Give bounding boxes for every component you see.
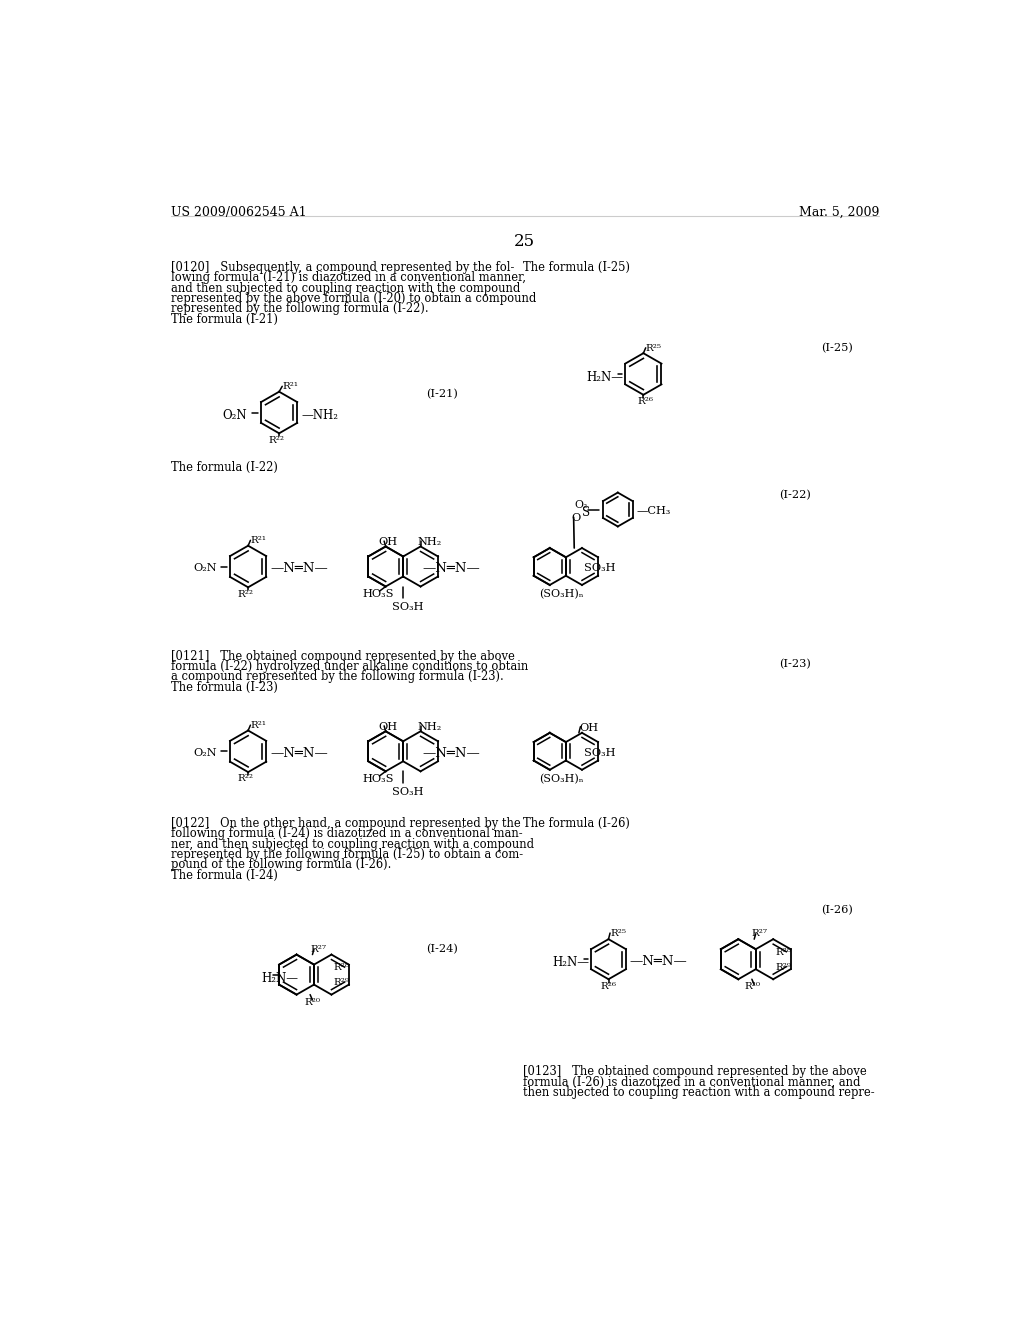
Text: NH₂: NH₂ bbox=[418, 722, 441, 733]
Text: SO₃H: SO₃H bbox=[585, 748, 615, 758]
Text: O₂: O₂ bbox=[574, 499, 588, 510]
Text: formula (I-22) hydrolyzed under alkaline conditions to obtain: formula (I-22) hydrolyzed under alkaline… bbox=[171, 660, 528, 673]
Text: The formula (I-26): The formula (I-26) bbox=[523, 817, 630, 830]
Text: represented by the following formula (I-22).: represented by the following formula (I-… bbox=[171, 302, 428, 315]
Text: (I-24): (I-24) bbox=[426, 944, 459, 954]
Text: H₂N—: H₂N— bbox=[553, 956, 590, 969]
Text: R²⁰: R²⁰ bbox=[304, 998, 321, 1007]
Text: (I-25): (I-25) bbox=[821, 343, 853, 354]
Text: R²⁸: R²⁸ bbox=[775, 948, 792, 957]
Text: R²¹: R²¹ bbox=[251, 721, 266, 730]
Text: and then subjected to coupling reaction with the compound: and then subjected to coupling reaction … bbox=[171, 281, 520, 294]
Text: O: O bbox=[571, 512, 581, 523]
Text: ner, and then subjected to coupling reaction with a compound: ner, and then subjected to coupling reac… bbox=[171, 838, 534, 850]
Text: [0123]   The obtained compound represented by the above: [0123] The obtained compound represented… bbox=[523, 1065, 867, 1078]
Text: R²⁹: R²⁹ bbox=[775, 964, 792, 972]
Text: pound of the following formula (I-26).: pound of the following formula (I-26). bbox=[171, 858, 391, 871]
Text: R²⁵: R²⁵ bbox=[646, 345, 662, 352]
Text: R²⁶: R²⁶ bbox=[601, 982, 616, 991]
Text: The formula (I-21): The formula (I-21) bbox=[171, 313, 278, 326]
Text: O₂N: O₂N bbox=[222, 409, 247, 422]
Text: R²²: R²² bbox=[238, 590, 253, 598]
Text: —N═N—: —N═N— bbox=[630, 954, 687, 968]
Text: following formula (I-24) is diazotized in a conventional man-: following formula (I-24) is diazotized i… bbox=[171, 828, 522, 840]
Text: 25: 25 bbox=[514, 234, 536, 249]
Text: OH: OH bbox=[378, 537, 397, 548]
Text: a compound represented by the following formula (I-23).: a compound represented by the following … bbox=[171, 671, 504, 684]
Text: HO₃S: HO₃S bbox=[362, 774, 394, 784]
Text: R²¹: R²¹ bbox=[251, 536, 266, 545]
Text: (I-26): (I-26) bbox=[821, 906, 853, 916]
Text: O₂N: O₂N bbox=[194, 564, 217, 573]
Text: then subjected to coupling reaction with a compound repre-: then subjected to coupling reaction with… bbox=[523, 1086, 874, 1100]
Text: (SO₃H)ₙ: (SO₃H)ₙ bbox=[539, 589, 584, 599]
Text: OH: OH bbox=[579, 723, 598, 733]
Text: The formula (I-24): The formula (I-24) bbox=[171, 869, 278, 882]
Text: R²⁷: R²⁷ bbox=[310, 945, 326, 953]
Text: —N═N—: —N═N— bbox=[422, 562, 480, 576]
Text: HO₃S: HO₃S bbox=[362, 589, 394, 599]
Text: H₂N—: H₂N— bbox=[587, 371, 624, 384]
Text: US 2009/0062545 A1: US 2009/0062545 A1 bbox=[171, 206, 306, 219]
Text: (I-23): (I-23) bbox=[779, 659, 811, 669]
Text: represented by the following formula (I-25) to obtain a com-: represented by the following formula (I-… bbox=[171, 847, 522, 861]
Text: represented by the above formula (I-20) to obtain a compound: represented by the above formula (I-20) … bbox=[171, 292, 536, 305]
Text: SO₃H: SO₃H bbox=[392, 602, 424, 612]
Text: Mar. 5, 2009: Mar. 5, 2009 bbox=[799, 206, 879, 219]
Text: (SO₃H)ₙ: (SO₃H)ₙ bbox=[539, 774, 584, 784]
Text: The formula (I-23): The formula (I-23) bbox=[171, 681, 278, 694]
Text: The formula (I-25): The formula (I-25) bbox=[523, 261, 630, 273]
Text: NH₂: NH₂ bbox=[418, 537, 441, 548]
Text: R²⁹: R²⁹ bbox=[334, 978, 350, 987]
Text: OH: OH bbox=[378, 722, 397, 733]
Text: H₂N—: H₂N— bbox=[261, 972, 298, 985]
Text: (I-22): (I-22) bbox=[779, 490, 811, 500]
Text: [0121]   The obtained compound represented by the above: [0121] The obtained compound represented… bbox=[171, 649, 514, 663]
Text: —NH₂: —NH₂ bbox=[302, 409, 339, 422]
Text: —N═N—: —N═N— bbox=[270, 562, 329, 576]
Text: —N═N—: —N═N— bbox=[270, 747, 329, 760]
Text: R²⁶: R²⁶ bbox=[637, 397, 653, 407]
Text: [0122]   On the other hand, a compound represented by the: [0122] On the other hand, a compound rep… bbox=[171, 817, 520, 830]
Text: —CH₃: —CH₃ bbox=[636, 507, 671, 516]
Text: R²⁰: R²⁰ bbox=[744, 982, 761, 991]
Text: SO₃H: SO₃H bbox=[585, 564, 615, 573]
Text: S: S bbox=[583, 507, 590, 520]
Text: O₂N: O₂N bbox=[194, 748, 217, 758]
Text: SO₃H: SO₃H bbox=[392, 787, 424, 797]
Text: R²²: R²² bbox=[268, 436, 285, 445]
Text: The formula (I-22): The formula (I-22) bbox=[171, 461, 278, 474]
Text: R²²: R²² bbox=[238, 775, 253, 783]
Text: (I-21): (I-21) bbox=[426, 389, 459, 400]
Text: R²¹: R²¹ bbox=[283, 383, 298, 392]
Text: [0120]   Subsequently, a compound represented by the fol-: [0120] Subsequently, a compound represen… bbox=[171, 261, 514, 273]
Text: —N═N—: —N═N— bbox=[422, 747, 480, 760]
Text: lowing formula (I-21) is diazotized in a conventional manner,: lowing formula (I-21) is diazotized in a… bbox=[171, 271, 525, 284]
Text: R²⁸: R²⁸ bbox=[334, 964, 350, 972]
Text: R²⁵: R²⁵ bbox=[611, 929, 627, 939]
Text: formula (I-26) is diazotized in a conventional manner, and: formula (I-26) is diazotized in a conven… bbox=[523, 1076, 861, 1089]
Text: R²⁷: R²⁷ bbox=[752, 929, 768, 939]
